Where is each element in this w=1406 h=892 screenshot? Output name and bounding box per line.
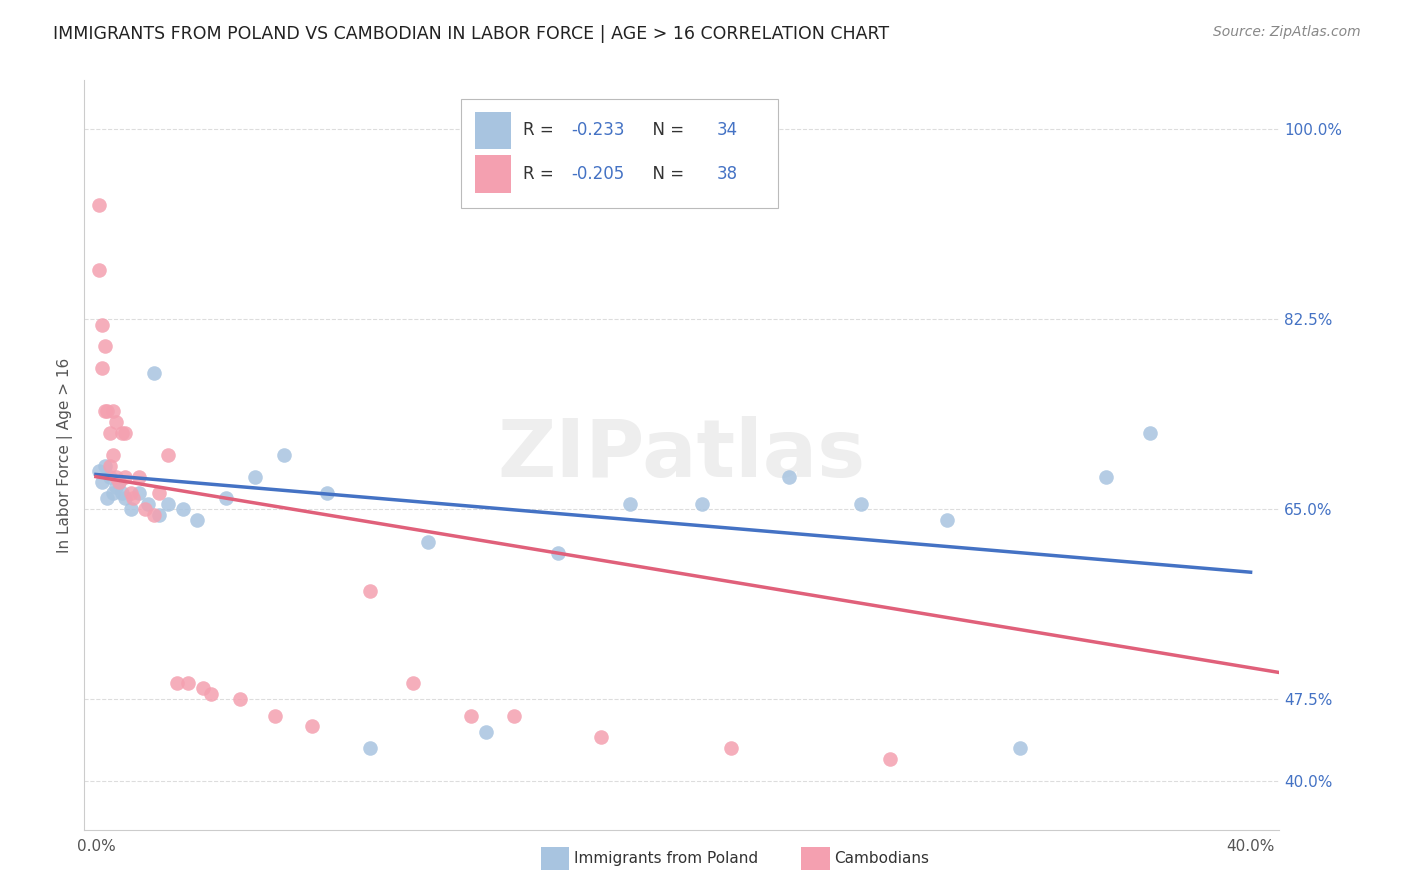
Point <box>111 426 134 441</box>
Point <box>619 497 641 511</box>
Point <box>134 502 156 516</box>
Text: 38: 38 <box>717 165 738 183</box>
Text: -0.233: -0.233 <box>571 121 624 139</box>
Point <box>105 481 128 495</box>
Point <box>264 708 287 723</box>
Text: 34: 34 <box>717 121 738 139</box>
Point <box>103 486 125 500</box>
Point <box>720 741 742 756</box>
Text: R =: R = <box>523 121 560 139</box>
Point <box>200 687 222 701</box>
Point <box>148 486 170 500</box>
Point <box>87 198 110 212</box>
Point <box>96 404 118 418</box>
Point <box>114 491 136 506</box>
Point <box>172 502 194 516</box>
Point <box>128 486 150 500</box>
Point <box>108 475 131 489</box>
Point <box>87 464 110 478</box>
Point <box>93 404 115 418</box>
Text: R =: R = <box>523 165 560 183</box>
Point <box>90 361 112 376</box>
Point <box>128 469 150 483</box>
Point <box>243 469 266 483</box>
Point <box>474 724 496 739</box>
Point <box>142 367 165 381</box>
Point <box>301 719 323 733</box>
Point <box>547 546 569 560</box>
Point <box>148 508 170 522</box>
Point <box>114 469 136 483</box>
Point <box>120 502 142 516</box>
Text: IMMIGRANTS FROM POLAND VS CAMBODIAN IN LABOR FORCE | AGE > 16 CORRELATION CHART: IMMIGRANTS FROM POLAND VS CAMBODIAN IN L… <box>53 25 890 43</box>
Point <box>1139 426 1161 441</box>
Point <box>215 491 238 506</box>
Point <box>273 448 295 462</box>
Text: -0.205: -0.205 <box>571 165 624 183</box>
Point <box>90 318 112 332</box>
Point <box>98 426 121 441</box>
Point <box>778 469 800 483</box>
Point <box>359 741 381 756</box>
Point <box>1095 469 1118 483</box>
Point <box>93 339 115 353</box>
Point <box>591 731 613 745</box>
Point <box>87 263 110 277</box>
Point <box>1008 741 1031 756</box>
Point <box>96 491 118 506</box>
Point <box>315 486 337 500</box>
Point <box>90 475 112 489</box>
Point <box>114 426 136 441</box>
Point <box>157 448 180 462</box>
Point <box>166 676 188 690</box>
FancyBboxPatch shape <box>461 99 778 208</box>
Point <box>157 497 180 511</box>
Point <box>142 508 165 522</box>
Text: ZIPatlas: ZIPatlas <box>498 416 866 494</box>
Text: N =: N = <box>643 121 690 139</box>
Point <box>186 513 208 527</box>
Point <box>177 676 200 690</box>
Point <box>359 583 381 598</box>
Point <box>402 676 425 690</box>
Point <box>136 497 159 511</box>
Y-axis label: In Labor Force | Age > 16: In Labor Force | Age > 16 <box>58 358 73 552</box>
Text: Cambodians: Cambodians <box>834 852 929 866</box>
Point <box>105 469 128 483</box>
Point <box>98 469 121 483</box>
Point <box>103 404 125 418</box>
Point <box>229 692 252 706</box>
Bar <box>475 155 510 193</box>
Bar <box>475 112 510 149</box>
Point <box>936 513 959 527</box>
Point <box>122 491 145 506</box>
Point <box>416 534 439 549</box>
Point <box>108 475 131 489</box>
Text: Source: ZipAtlas.com: Source: ZipAtlas.com <box>1213 25 1361 39</box>
Point <box>103 448 125 462</box>
Point <box>191 681 214 696</box>
Point <box>105 415 128 429</box>
Point <box>690 497 713 511</box>
Point <box>460 708 482 723</box>
Text: Immigrants from Poland: Immigrants from Poland <box>574 852 758 866</box>
Point <box>503 708 526 723</box>
Point <box>93 458 115 473</box>
Point <box>849 497 872 511</box>
Text: N =: N = <box>643 165 690 183</box>
Point <box>879 752 901 766</box>
Point <box>111 486 134 500</box>
Point <box>120 486 142 500</box>
Point <box>98 458 121 473</box>
